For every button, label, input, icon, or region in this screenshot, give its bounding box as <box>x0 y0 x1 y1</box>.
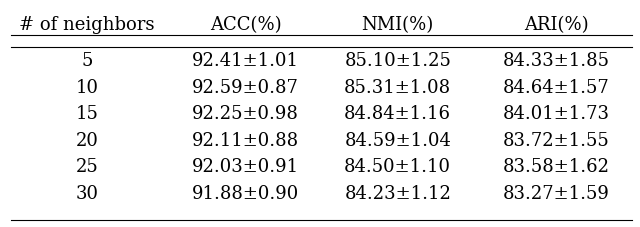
Text: 5: 5 <box>81 52 93 70</box>
Text: 92.03±0.91: 92.03±0.91 <box>192 158 299 176</box>
Text: 84.33±1.85: 84.33±1.85 <box>502 52 610 70</box>
Text: 91.88±0.90: 91.88±0.90 <box>192 184 299 202</box>
Text: 30: 30 <box>76 184 99 202</box>
Text: 85.31±1.08: 85.31±1.08 <box>344 78 451 96</box>
Text: 85.10±1.25: 85.10±1.25 <box>344 52 451 70</box>
Text: 92.41±1.01: 92.41±1.01 <box>192 52 299 70</box>
Text: 92.25±0.98: 92.25±0.98 <box>192 105 299 123</box>
Text: NMI(%): NMI(%) <box>362 16 434 34</box>
Text: 83.72±1.55: 83.72±1.55 <box>503 131 609 149</box>
Text: 84.50±1.10: 84.50±1.10 <box>344 158 451 176</box>
Text: ARI(%): ARI(%) <box>524 16 589 34</box>
Text: 92.59±0.87: 92.59±0.87 <box>192 78 299 96</box>
Text: 25: 25 <box>76 158 99 176</box>
Text: 84.01±1.73: 84.01±1.73 <box>502 105 610 123</box>
Text: 20: 20 <box>76 131 99 149</box>
Text: 83.27±1.59: 83.27±1.59 <box>503 184 610 202</box>
Text: # of neighbors: # of neighbors <box>19 16 155 34</box>
Text: 84.64±1.57: 84.64±1.57 <box>503 78 609 96</box>
Text: 83.58±1.62: 83.58±1.62 <box>502 158 610 176</box>
Text: 15: 15 <box>76 105 99 123</box>
Text: 84.84±1.16: 84.84±1.16 <box>344 105 451 123</box>
Text: 10: 10 <box>76 78 99 96</box>
Text: ACC(%): ACC(%) <box>210 16 282 34</box>
Text: 84.23±1.12: 84.23±1.12 <box>344 184 451 202</box>
Text: 84.59±1.04: 84.59±1.04 <box>344 131 451 149</box>
Text: 92.11±0.88: 92.11±0.88 <box>192 131 299 149</box>
